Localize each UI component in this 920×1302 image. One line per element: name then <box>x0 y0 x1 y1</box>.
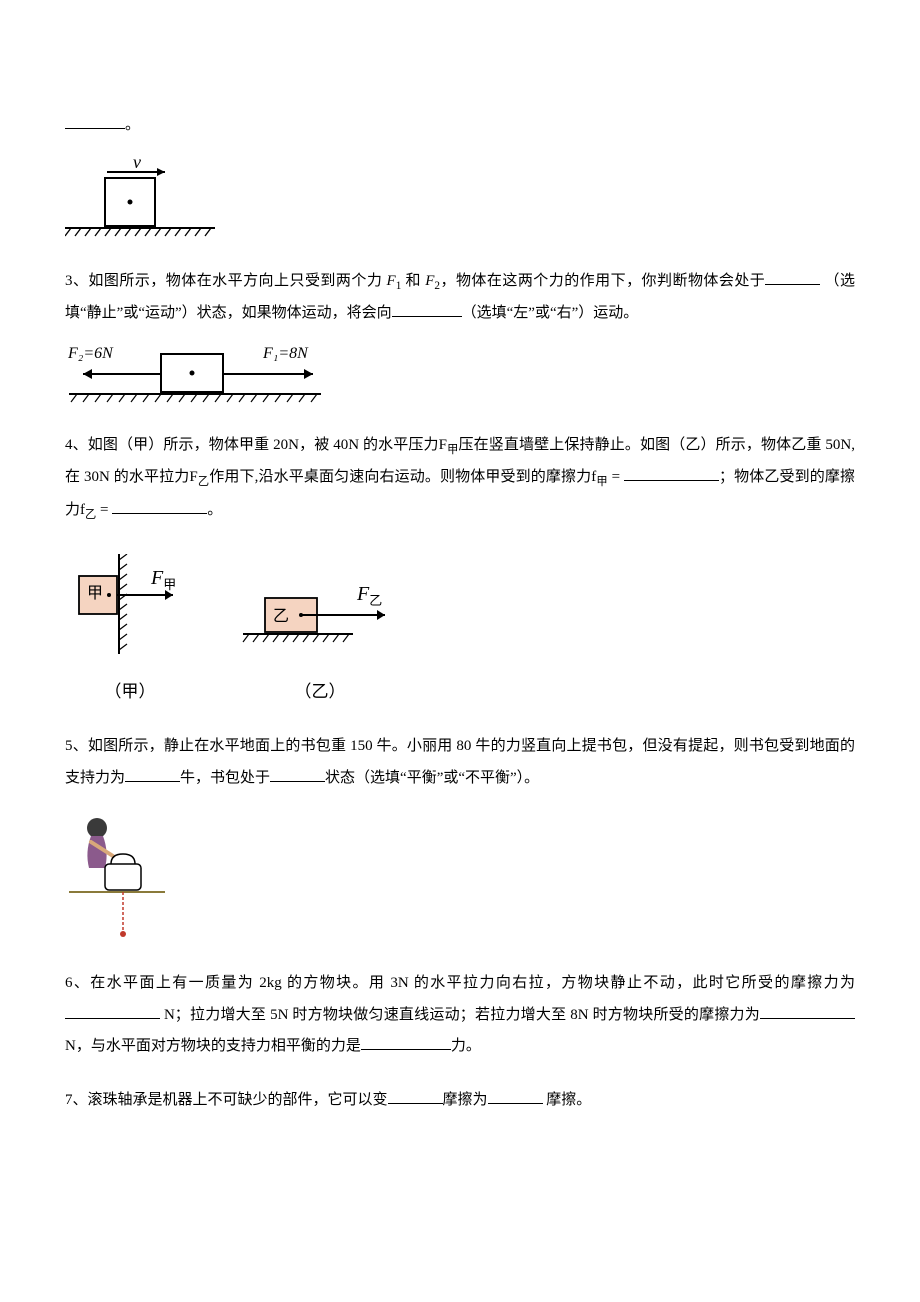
v-arrow-head <box>157 168 165 176</box>
period: 。 <box>125 117 140 133</box>
blank <box>65 1002 160 1019</box>
q7-a: 7、滚珠轴承是机器上不可缺少的部件，它可以变 <box>65 1092 388 1108</box>
q4-period: 。 <box>207 502 222 518</box>
cap-yi: （乙） <box>235 674 405 710</box>
q7-b: 摩擦为 <box>443 1092 488 1108</box>
bag <box>105 864 141 890</box>
svg-q3: F₂=6N F₁=8N <box>65 342 325 408</box>
q5-force-dot <box>120 931 126 937</box>
blank <box>624 465 719 482</box>
box-center <box>128 199 133 204</box>
q3-f1: F <box>387 273 396 289</box>
q3-b: ，物体在这两个力的作用下，你判断物体会处于 <box>440 273 765 289</box>
q4-semi: ； <box>719 469 734 485</box>
box-yi-label: 乙 <box>273 608 289 625</box>
bag-handle <box>111 854 135 864</box>
wall-hatch <box>119 554 127 650</box>
q4-a: 4、如图（甲）所示，物体甲重 20N，被 40N 的水平压力 <box>65 437 439 453</box>
svg-q5 <box>65 812 175 942</box>
q4-c: 作用下,沿水平桌面匀速向右运动。则物体甲受到的摩擦力 <box>209 469 591 485</box>
blank <box>65 113 125 130</box>
fyi-label: F乙 <box>356 583 382 608</box>
blank <box>392 301 462 318</box>
q5-text: 5、如图所示，静止在水平地面上的书包重 150 牛。小丽用 80 牛的力竖直向上… <box>65 731 855 794</box>
q7-c: 摩擦。 <box>543 1092 592 1108</box>
q4-text: 4、如图（甲）所示，物体甲重 20N，被 40N 的水平压力F甲压在竖直墙壁上保… <box>65 430 855 528</box>
q6-text: 6、在水平面上有一质量为 2kg 的方物块。用 3N 的水平拉力向右拉，方物块静… <box>65 968 855 1063</box>
f2-label: F₂=6N <box>67 345 114 362</box>
q4-Fjia-sub: 甲 <box>447 444 459 456</box>
q4-eq2: = <box>96 502 112 518</box>
q3-f2: F <box>425 273 434 289</box>
q4-Fyi: F <box>189 469 197 485</box>
ground-hatch <box>65 228 211 236</box>
fyi-head <box>377 610 385 620</box>
q3-d: （选填“左”或“右”）运动。 <box>462 305 639 321</box>
q6-d: 力。 <box>451 1038 481 1054</box>
q6-b: N；拉力增大至 5N 时方物块做匀速直线运动；若拉力增大至 8N 时方物块所受的… <box>160 1007 760 1023</box>
v-label: v <box>133 154 141 172</box>
q3-and: 和 <box>401 273 425 289</box>
q2-trailing: 。 <box>65 110 855 142</box>
fjia-label: F甲 <box>150 567 176 592</box>
f1-label: F₁=8N <box>262 345 309 362</box>
q3-box-center <box>190 370 195 375</box>
q7-text: 7、滚珠轴承是机器上不可缺少的部件，它可以变 摩擦为 摩擦。 <box>65 1085 855 1117</box>
fig-yi-wrap: 乙 F乙 （乙） <box>235 554 405 710</box>
box-jia-label: 甲 <box>87 585 103 602</box>
cap-jia: （甲） <box>65 674 195 710</box>
svg-yi: 乙 F乙 <box>235 554 405 674</box>
figure-q3: F₂=6N F₁=8N <box>65 342 855 408</box>
blank <box>361 1034 451 1051</box>
blank <box>112 497 207 514</box>
blank <box>388 1087 443 1104</box>
q4-Fjia: F <box>439 437 447 453</box>
q3-text: 3、如图所示，物体在水平方向上只受到两个力 F1 和 F2，物体在这两个力的作用… <box>65 266 855 330</box>
figure-q4: 甲 F甲 （甲） 乙 F乙 （乙） <box>65 554 855 710</box>
f1-head <box>304 369 313 379</box>
q5-b: 牛，书包处于 <box>180 770 270 786</box>
q4-fyi-sub: 乙 <box>85 509 96 521</box>
q6-c: N，与水平面对方物块的支持力相平衡的力是 <box>65 1038 361 1054</box>
blank <box>760 1002 855 1019</box>
f2-head <box>83 369 92 379</box>
q4-Fyi-sub: 乙 <box>198 476 210 488</box>
box-jia-dot <box>107 593 111 597</box>
figure-q5 <box>65 812 855 942</box>
q5-c: 状态（选填“平衡”或“不平衡”）。 <box>325 770 539 786</box>
blank <box>488 1087 543 1104</box>
blank <box>270 765 325 782</box>
figure-q2: v <box>65 154 855 244</box>
svg-q2: v <box>65 154 215 244</box>
blank <box>765 268 820 285</box>
yi-hatch <box>243 634 349 642</box>
q3-hatch <box>71 394 317 402</box>
blank <box>125 765 180 782</box>
girl-head <box>87 818 107 838</box>
q4-eq: = <box>608 469 624 485</box>
q4-fjia-sub: 甲 <box>596 476 608 488</box>
svg-jia: 甲 F甲 <box>65 554 195 674</box>
q3-a: 3、如图所示，物体在水平方向上只受到两个力 <box>65 273 387 289</box>
fig-jia-wrap: 甲 F甲 （甲） <box>65 554 195 710</box>
q6-a: 6、在水平面上有一质量为 2kg 的方物块。用 3N 的水平拉力向右拉，方物块静… <box>65 975 855 991</box>
